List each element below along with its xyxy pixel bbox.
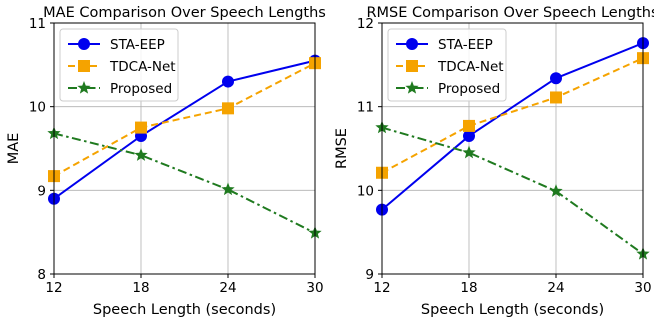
- x-tick-label: 12: [45, 280, 62, 296]
- y-tick-label: 10: [357, 183, 374, 199]
- plot-frame: [381, 22, 644, 275]
- data-point: [463, 119, 475, 132]
- legend-marker: [405, 81, 419, 94]
- data-point: [550, 72, 562, 85]
- chart-title: MAE Comparison Over Speech Lengths: [43, 5, 326, 21]
- legend-marker: [77, 81, 91, 94]
- legend-marker: [406, 38, 418, 50]
- series-line: [381, 126, 644, 255]
- series-proposed: [47, 126, 322, 239]
- legend-label: Proposed: [110, 81, 172, 97]
- data-point: [549, 184, 563, 197]
- y-tick-label: 11: [29, 16, 46, 32]
- legend-box: [387, 28, 507, 102]
- x-tick-label: 24: [547, 280, 564, 296]
- legend-box: [59, 28, 179, 102]
- legend-marker: [78, 38, 90, 50]
- data-point: [462, 145, 476, 159]
- y-tick-label: 12: [357, 16, 374, 32]
- series-line: [381, 42, 644, 211]
- y-tick-label: 11: [357, 100, 374, 116]
- x-tick-label: 30: [306, 280, 323, 296]
- x-tick-label: 30: [634, 280, 651, 296]
- legend-marker: [406, 60, 418, 72]
- legend-label: TDCA-Net: [437, 59, 504, 75]
- y-axis-label: MAE: [6, 133, 22, 165]
- legend-label: STA-EEP: [438, 37, 493, 53]
- x-tick-label: 18: [460, 280, 477, 296]
- data-point: [222, 102, 234, 115]
- data-point: [550, 91, 562, 104]
- legend-label: Proposed: [438, 81, 500, 97]
- legend-label: STA-EEP: [110, 37, 165, 53]
- x-tick-label: 24: [219, 280, 236, 296]
- y-tick-label: 9: [365, 267, 374, 283]
- y-axis-label: RMSE: [334, 128, 350, 169]
- y-tick-label: 9: [37, 183, 46, 199]
- legend-label: TDCA-Net: [109, 59, 176, 75]
- data-point: [221, 182, 235, 196]
- y-tick-label: 8: [37, 267, 46, 283]
- data-point: [463, 129, 475, 142]
- series-sta-eep: [376, 37, 649, 216]
- legend: STA-EEP TDCA-Net Proposed: [387, 28, 507, 102]
- series-line: [53, 132, 316, 234]
- x-tick-label: 12: [373, 280, 390, 296]
- series-line: [53, 62, 316, 177]
- x-tick-label: 18: [132, 280, 149, 296]
- data-point: [222, 75, 234, 88]
- data-point: [135, 121, 147, 134]
- legend: STA-EEP TDCA-Net Proposed: [59, 28, 179, 102]
- data-point: [134, 148, 148, 161]
- series-line: [53, 59, 316, 200]
- plot-frame: [53, 22, 316, 275]
- x-axis-label: Speech Length (seconds): [93, 302, 276, 318]
- chart-title: RMSE Comparison Over Speech Lengths: [366, 5, 654, 21]
- x-axis-label: Speech Length (seconds): [421, 302, 604, 318]
- y-tick-label: 10: [29, 100, 46, 116]
- legend-marker: [78, 60, 90, 72]
- series-line: [381, 57, 644, 174]
